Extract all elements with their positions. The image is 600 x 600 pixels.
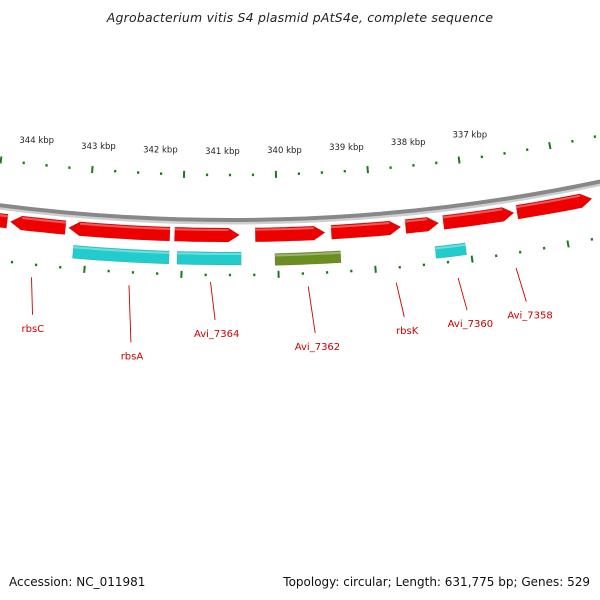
gene-label-avi_7362: Avi_7362 <box>295 342 340 353</box>
tick-mark <box>366 166 369 174</box>
tick-mark <box>91 166 94 174</box>
tick-mark <box>457 156 461 164</box>
gene-labels: rbsC rbsA Avi_7364 Avi_7362 rbsK Avi_7360 Avi_… <box>22 310 553 362</box>
gene-feature-red-highlight <box>0 214 8 218</box>
summary-text: Topology: circular; Length: 631,775 bp; … <box>283 575 590 589</box>
tick-mark <box>593 135 597 139</box>
gene-feature-olive <box>274 250 342 266</box>
gene-feature-red-highlight <box>442 208 503 219</box>
gene-feature-red-highlight <box>255 227 314 231</box>
gene-feature-olive-highlight <box>274 251 341 257</box>
leader-line <box>457 277 468 311</box>
gene-feature-cyan <box>434 242 468 259</box>
gene-feature-red <box>68 221 171 242</box>
gene-label-avi_7358: Avi_7358 <box>507 310 552 321</box>
gene-feature-cyan <box>72 244 170 265</box>
gene-feature-cyan-highlight <box>73 246 170 254</box>
tick-mark <box>374 265 377 273</box>
gene-feature-cyan-highlight <box>434 243 466 250</box>
gene-feature-red <box>174 226 241 243</box>
scale-tick-labels: 344 kbp 343 kbp 342 kbp 341 kbp 340 kbp 339 k… <box>19 130 487 157</box>
gene-feature-red <box>404 216 440 234</box>
leader-line <box>128 285 132 343</box>
leader-line <box>31 277 33 315</box>
leader-line <box>515 267 527 302</box>
scale-tick-label: 337 kbp <box>453 130 488 140</box>
gene-feature-red <box>9 215 67 235</box>
gene-feature-cyan <box>176 250 242 266</box>
gene-feature-red-highlight <box>21 217 67 224</box>
scale-tick-label: 341 kbp <box>205 147 240 157</box>
gene-feature-red <box>515 193 593 220</box>
gene-label-rbsk: rbsK <box>396 326 419 337</box>
leader-line <box>307 286 316 334</box>
gene-feature-red <box>442 207 515 230</box>
gene-feature-red-highlight <box>516 194 581 209</box>
gene-label-rbsc: rbsC <box>22 324 45 335</box>
tick-mark <box>566 240 570 248</box>
tick-mark <box>470 255 474 263</box>
gene-label-avi_7360: Avi_7360 <box>448 319 493 330</box>
label-leaders <box>31 267 527 343</box>
accession-text: Accession: NC_011981 <box>9 575 146 589</box>
gene-feature-red-highlight <box>174 228 229 231</box>
tick-mark <box>548 141 552 150</box>
scale-tick-label: 338 kbp <box>391 138 426 148</box>
gene-feature-red-highlight <box>80 222 171 230</box>
gene-label-avi_7364: Avi_7364 <box>194 329 239 340</box>
gene-feature-red-highlight <box>330 222 390 229</box>
leader-line <box>210 281 216 320</box>
scale-tick-label: 340 kbp <box>267 146 302 156</box>
gene-feature-red <box>0 212 9 229</box>
scale-tick-label: 343 kbp <box>81 142 116 152</box>
tick-mark <box>0 156 3 164</box>
map-title: Agrobacterium vitis S4 plasmid pAtS4e, c… <box>106 10 494 25</box>
gene-feature-red-highlight <box>405 218 428 223</box>
gene-feature-red <box>254 225 326 243</box>
plasmid-backbone <box>0 179 600 222</box>
scale-tick-label: 342 kbp <box>143 146 178 156</box>
outer-tick-track <box>0 135 597 178</box>
feature-track <box>0 193 593 266</box>
backbone-shadow <box>0 183 600 225</box>
gene-label-rbsa: rbsA <box>121 352 144 363</box>
inner-tick-track <box>10 237 594 278</box>
scale-tick-label: 344 kbp <box>19 136 54 146</box>
tick-mark <box>83 265 86 273</box>
scale-tick-label: 339 kbp <box>329 143 364 153</box>
gene-feature-red <box>330 220 402 240</box>
leader-line <box>395 282 405 318</box>
gene-feature-cyan-highlight <box>177 252 242 256</box>
